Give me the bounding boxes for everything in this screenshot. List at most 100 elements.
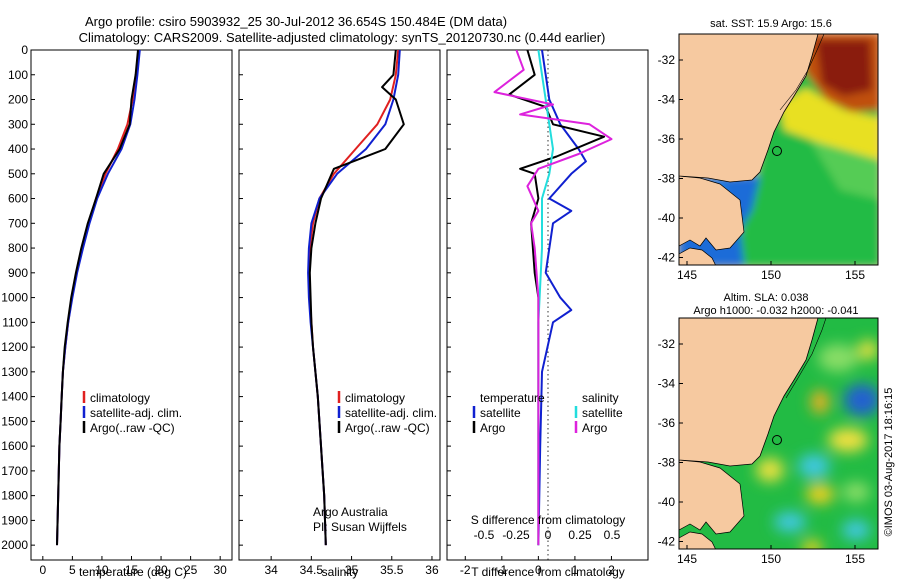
map-y-tick-label: -42 <box>658 251 676 265</box>
map-y-tick-label: -38 <box>658 456 676 470</box>
salinity-xlabel: salinity <box>322 565 359 579</box>
difference-x-ticks: -2 -1 0 1 2 <box>460 556 615 577</box>
y-tick-label: 1500 <box>1 414 28 428</box>
x-tick-label: 25 <box>184 563 198 577</box>
sla-map-ticks: 145 150 155 -32 -34 -36 -38 -40 -42 <box>658 337 866 566</box>
y-tick-label: 2000 <box>1 538 28 552</box>
y-tick-label: 1200 <box>1 340 28 354</box>
top-tick-label: 0 <box>545 528 552 542</box>
difference-y-ticks <box>447 49 451 546</box>
top-tick-label: 0.25 <box>568 528 592 542</box>
sst-map: sat. SST: 15.9 Argo: 15.6 145 150 155 -32 -3… <box>658 18 879 282</box>
map-x-tick-label: 150 <box>761 268 781 282</box>
y-tick-label: 200 <box>8 93 28 107</box>
difference-axes-box <box>446 49 649 561</box>
sla-map: Altim. SLA: 0.038 Argo h1000: -0.032 h20… <box>658 292 879 566</box>
legend-label-argo: Argo(..raw -QC) <box>345 421 430 435</box>
map-y-tick-label: -42 <box>658 535 676 549</box>
argo-position-marker <box>772 146 782 156</box>
x-tick-label: 20 <box>154 563 168 577</box>
map-x-tick-label: 145 <box>677 268 697 282</box>
series-line-argo-raw-qc- <box>56 50 139 546</box>
difference-xlabel-top: S difference from climatology <box>471 513 626 527</box>
legend-label-climatology: climatology <box>345 391 405 405</box>
y-tick-label: 900 <box>8 266 28 280</box>
map-x-tick-label: 145 <box>677 552 697 566</box>
isobath-line <box>779 34 825 111</box>
temperature-axes-box <box>30 49 233 561</box>
y-tick-label: 300 <box>8 117 28 131</box>
y-tick-label: 1000 <box>1 291 28 305</box>
salinity-legend: climatology satellite-adj. clim. Argo(..… <box>337 391 437 435</box>
map-y-tick-label: -38 <box>658 172 676 186</box>
x-tick-label: 5 <box>69 563 76 577</box>
legend-label-sal-argo: Argo <box>582 421 608 435</box>
x-tick-label: 10 <box>95 563 109 577</box>
x-tick-label: 30 <box>213 563 227 577</box>
temperature-panel: 0100200300400500600700800900100011001200… <box>1 43 233 579</box>
map-y-tick-label: -40 <box>658 211 676 225</box>
x-tick-label: 35.5 <box>380 563 404 577</box>
x-tick-label: 36 <box>425 563 439 577</box>
argo-position-marker <box>772 435 782 445</box>
y-tick-label: 700 <box>8 216 28 230</box>
legend-label-satellite: satellite-adj. clim. <box>345 406 437 420</box>
difference-panel: -2 -1 0 1 2 T difference from climatology S … <box>446 49 649 579</box>
map-y-tick-label: -34 <box>658 377 676 391</box>
y-tick-label: 1400 <box>1 390 28 404</box>
figure-title-line2: Climatology: CARS2009. Satellite-adjuste… <box>79 30 606 45</box>
x-tick-label: 0 <box>39 563 46 577</box>
sst-map-title: sat. SST: 15.9 Argo: 15.6 <box>710 18 832 30</box>
salinity-x-ticks: 34 34.5 35 35.5 36 <box>264 556 439 577</box>
map-x-tick-label: 150 <box>761 552 781 566</box>
sla-map-field <box>679 318 878 549</box>
y-tick-label: 1300 <box>1 365 28 379</box>
y-tick-label: 100 <box>8 68 28 82</box>
legend-label-satellite: satellite <box>480 406 521 420</box>
sla-map-title-line1: Altim. SLA: 0.038 <box>724 292 809 304</box>
x-tick-label: -1 <box>496 563 507 577</box>
series-line-argo-raw-qc- <box>308 50 405 546</box>
salinity-y-ticks <box>239 49 243 546</box>
map-y-tick-label: -40 <box>658 495 676 509</box>
coastline-tasmania <box>679 531 716 549</box>
coastline-nsw <box>679 318 819 467</box>
y-tick-label: 800 <box>8 241 28 255</box>
map-y-tick-label: -36 <box>658 132 676 146</box>
figure-title-line1: Argo profile: csiro 5903932_25 30-Jul-20… <box>85 14 507 29</box>
x-tick-label: 34 <box>264 563 278 577</box>
salinity-annotation-line1: Argo Australia <box>313 505 388 519</box>
coastline-vic-tas <box>679 175 745 251</box>
sst-map-field <box>679 34 878 265</box>
x-tick-label: 1 <box>572 563 579 577</box>
legend-label-argo: Argo(..raw -QC) <box>90 421 175 435</box>
legend-label-argo: Argo <box>480 421 506 435</box>
x-tick-label: 15 <box>125 563 139 577</box>
credit-text: ©IMOS 03-Aug-2017 18:16:15 <box>883 388 895 537</box>
x-tick-label: 35 <box>345 563 359 577</box>
coastline-nsw <box>679 34 819 183</box>
series-line-temperature-satellite <box>537 50 587 546</box>
series-line-salinity-argo <box>493 50 613 546</box>
temperature-x-ticks: 0 5 10 15 20 25 30 <box>39 556 227 577</box>
difference-top-ticks: -0.5 -0.25 0 0.25 0.5 <box>474 528 621 542</box>
sst-map-frame <box>678 33 879 266</box>
x-tick-label: 2 <box>608 563 615 577</box>
coastline-vic-tas <box>679 459 745 535</box>
top-tick-label: -0.25 <box>502 528 530 542</box>
x-tick-label: -2 <box>460 563 471 577</box>
top-tick-label: -0.5 <box>474 528 495 542</box>
top-tick-label: 0.5 <box>604 528 621 542</box>
y-tick-label: 1800 <box>1 489 28 503</box>
y-tick-label: 600 <box>8 192 28 206</box>
map-y-tick-label: -32 <box>658 53 676 67</box>
y-tick-label: 1600 <box>1 439 28 453</box>
temperature-legend: climatology satellite-adj. clim. Argo(..… <box>82 391 182 435</box>
map-y-tick-label: -34 <box>658 93 676 107</box>
temperature-lines <box>56 50 141 546</box>
sst-map-ticks: 145 150 155 -32 -34 -36 -38 -40 -42 <box>658 53 866 282</box>
map-y-tick-label: -36 <box>658 416 676 430</box>
temperature-y-ticks: 0 100 200 300 400 500 600 700 800 900 1000 1100 1200… <box>1 43 35 552</box>
legend-title-temperature: temperature <box>480 391 545 405</box>
